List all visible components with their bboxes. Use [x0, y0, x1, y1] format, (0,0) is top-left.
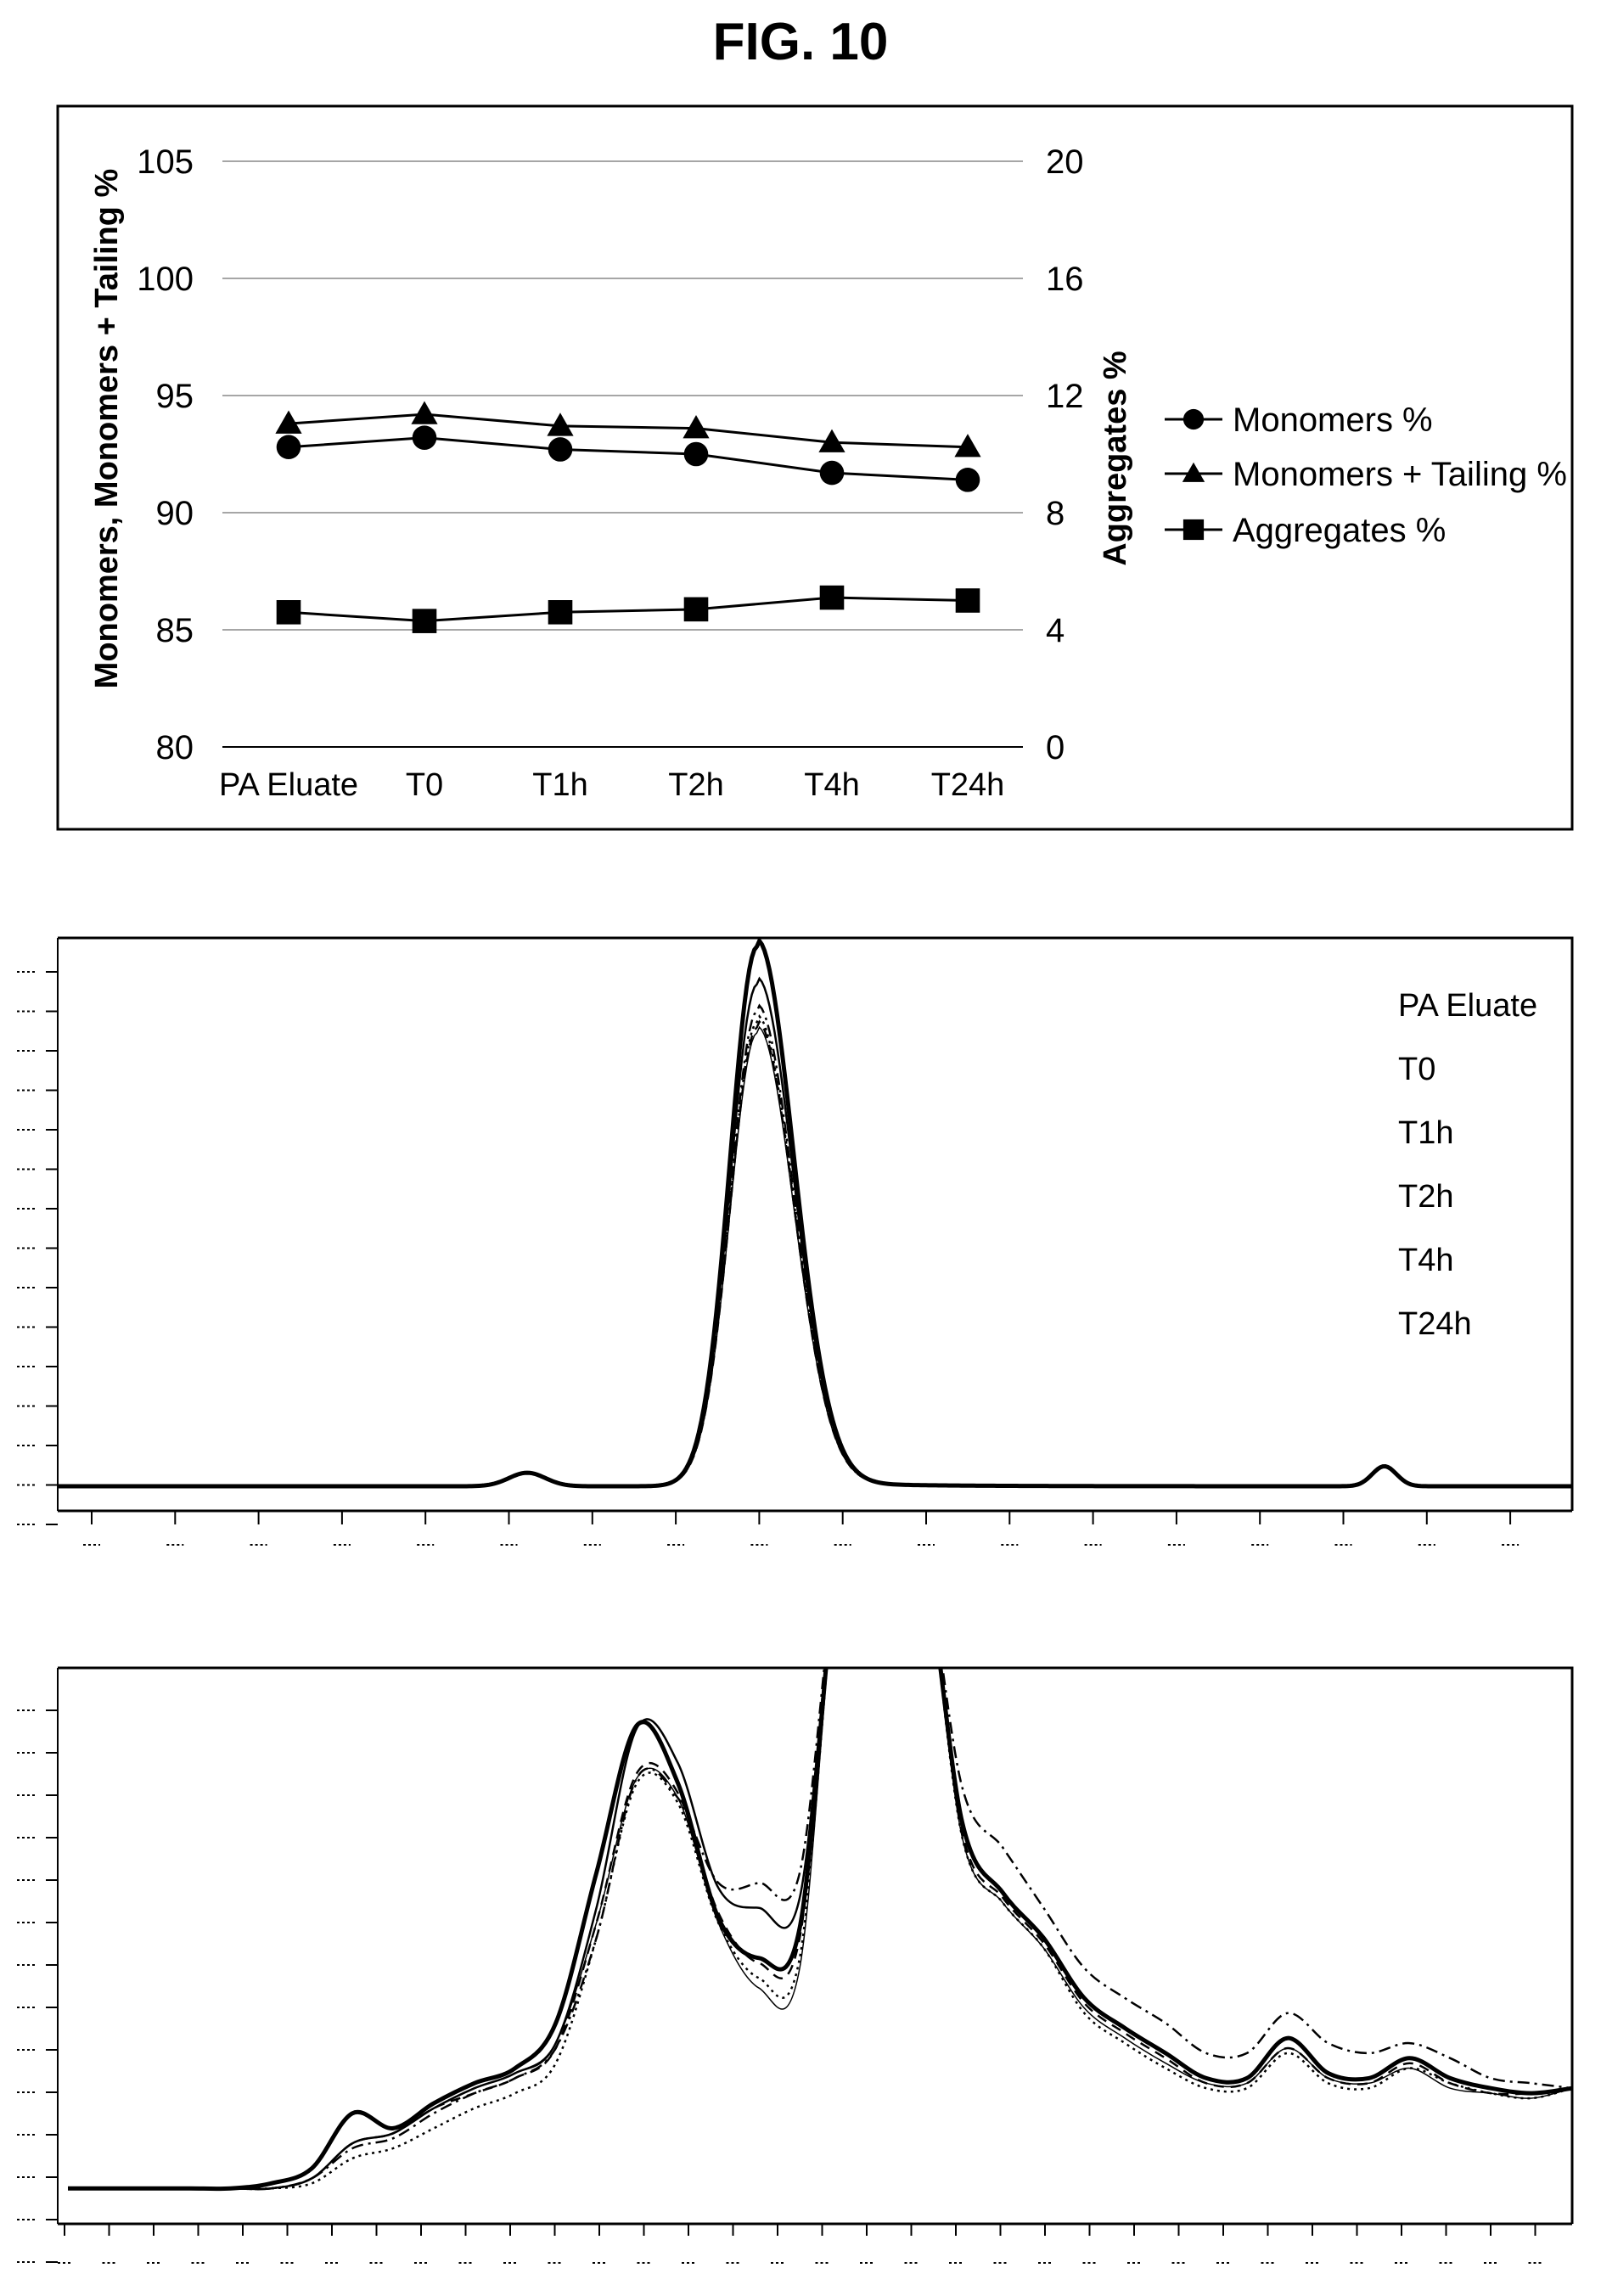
legend-marker-triangle [1182, 462, 1205, 482]
y2-tick-label: 0 [1046, 729, 1065, 766]
y2-tick-label: 16 [1046, 261, 1084, 298]
data-point-square [819, 585, 845, 610]
trace-t0 [58, 976, 1572, 1488]
x-tick-label: T0 [406, 767, 443, 803]
data-point-triangle [818, 429, 845, 452]
x-tick-label: T2h [668, 767, 723, 803]
plot-border [58, 1666, 1574, 2224]
data-point-triangle [275, 410, 302, 434]
data-point-square [683, 597, 709, 622]
trace-t2h [58, 1014, 1572, 1488]
chart-frame [56, 104, 1574, 831]
series-line [288, 596, 969, 623]
data-point-circle [955, 468, 980, 492]
legend-marker-square [1182, 519, 1205, 541]
series-circle [276, 425, 980, 492]
trace-t4h [58, 1019, 1572, 1488]
data-point-triangle [411, 401, 438, 424]
plot-border [58, 936, 1574, 1511]
legend-label: T24h [1398, 1306, 1472, 1342]
data-point-circle [276, 435, 301, 460]
trace-pa-eluate [58, 936, 1572, 1489]
x-tick-label: PA Eluate [219, 767, 358, 803]
x-tick-label: T24h [931, 767, 1005, 803]
x-tick-label: T1h [532, 767, 587, 803]
series-triangle [275, 401, 981, 458]
data-point-circle [683, 441, 709, 467]
series-line [288, 413, 969, 449]
data-point-circle [548, 437, 573, 462]
y-tick-label: 95 [156, 378, 194, 415]
legend-label: PA Eluate [1398, 988, 1537, 1024]
y2-tick-label: 20 [1046, 143, 1084, 181]
data-point-triangle [547, 413, 574, 436]
legend-label: T1h [1398, 1115, 1453, 1151]
trace-t1h [67, 1668, 1572, 2191]
y-tick-label: 85 [156, 612, 194, 649]
y-tick-label: 100 [137, 261, 194, 298]
chromatogram-zoom-chart [0, 1655, 1601, 2292]
trace-t24h [58, 1025, 1572, 1487]
trace-t1h [58, 1003, 1572, 1488]
data-point-circle [819, 460, 845, 486]
y2-tick-label: 4 [1046, 612, 1065, 649]
data-point-square [955, 588, 980, 613]
line-chart-svg: 80 85 90 95 100 105 0 4 8 12 16 20 PA Eluate T0 T1h T2h… [56, 104, 1574, 831]
series-line [288, 436, 969, 481]
chromatogram-svg: PA Eluate T0 T1h T2h T4h T24h [17, 936, 1574, 1546]
legend-label: Monomers % [1233, 401, 1433, 439]
data-point-square [276, 600, 301, 625]
y-tick-label: 105 [137, 143, 194, 181]
y2-tick-label: 12 [1046, 378, 1084, 415]
legend-marker-circle [1182, 408, 1205, 430]
x-tick-label: T4h [804, 767, 859, 803]
top-line-chart: 80 85 90 95 100 105 0 4 8 12 16 20 PA Eluate T0 T1h T2h… [0, 0, 1601, 849]
data-point-square [412, 609, 437, 633]
figure-title: FIG. 10 [712, 13, 889, 71]
legend-label: T4h [1398, 1243, 1453, 1278]
y2-tick-label: 8 [1046, 495, 1065, 532]
series-square [276, 585, 980, 633]
y2-axis-label: Aggregates % [1098, 351, 1133, 565]
chromatogram-chart: PA Eluate T0 T1h T2h T4h T24h [0, 891, 1601, 1570]
legend-label: T0 [1398, 1052, 1435, 1087]
legend-label: Monomers + Tailing % [1233, 456, 1567, 493]
legend-label: T2h [1398, 1179, 1453, 1215]
trace-t4h [67, 1668, 1572, 2191]
y-tick-label: 80 [156, 729, 194, 766]
y-tick-label: 90 [156, 495, 194, 532]
y-axis-label: Monomers, Monomers + Tailing % [89, 169, 125, 689]
data-point-triangle [683, 415, 710, 439]
data-point-triangle [954, 434, 981, 458]
chromatogram-zoom-svg [17, 1666, 1574, 2264]
data-point-circle [412, 425, 437, 450]
data-point-square [548, 600, 573, 625]
legend-label: Aggregates % [1233, 512, 1446, 549]
trace-t24h [67, 1668, 1572, 2190]
